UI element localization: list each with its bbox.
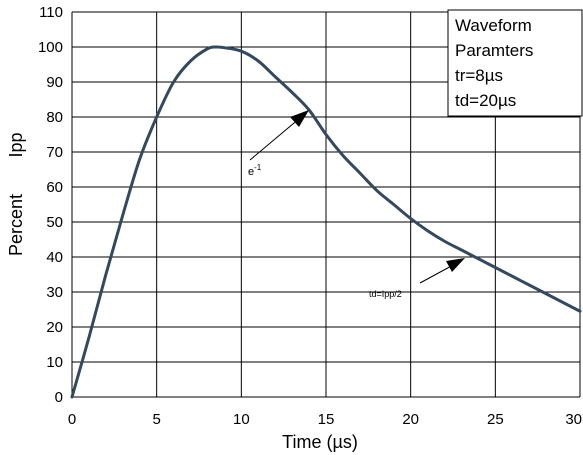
- annotation-td-arrow-head: [446, 258, 465, 272]
- y-tick-labels: 0 10 20 30 40 50 60 70 80 90 100 110: [38, 4, 63, 406]
- annotation-e-inverse: e-1: [248, 110, 309, 178]
- x-tick-label: 15: [318, 411, 335, 428]
- annotation-e-label: e-1: [248, 163, 262, 178]
- annotation-td: td=Ipp/2: [369, 258, 465, 299]
- y-tick-label: 10: [46, 354, 63, 371]
- y-axis-subtitle: Ipp: [6, 132, 26, 157]
- annotation-e-base: e: [248, 166, 254, 178]
- grid: [71, 11, 581, 398]
- legend-line-3: tr=8µs: [455, 66, 503, 85]
- annotation-e-arrow-head: [290, 110, 309, 127]
- annotation-e-arrow-line: [249, 117, 301, 161]
- x-axis-title: Time (µs): [282, 432, 358, 452]
- x-tick-label: 5: [152, 411, 160, 428]
- y-tick-label: 50: [46, 214, 63, 231]
- annotation-td-label: td=Ipp/2: [369, 289, 402, 299]
- y-tick-label: 30: [46, 284, 63, 301]
- y-tick-label: 20: [46, 319, 63, 336]
- annotation-e-superscript: -1: [254, 163, 262, 172]
- x-tick-label: 20: [402, 411, 419, 428]
- y-tick-label: 40: [46, 249, 63, 266]
- x-tick-label: 30: [565, 411, 582, 428]
- legend-line-4: td=20µs: [455, 91, 516, 110]
- y-tick-label: 80: [46, 109, 63, 126]
- y-tick-label: 110: [39, 4, 63, 21]
- legend: Waveform Paramters tr=8µs td=20µs: [447, 9, 583, 117]
- y-tick-label: 70: [46, 144, 63, 161]
- legend-line-1: Waveform: [455, 16, 532, 35]
- annotation-td-arrow-line: [419, 263, 456, 284]
- y-tick-label: 60: [46, 179, 63, 196]
- x-tick-label: 0: [68, 411, 76, 428]
- series-line: [70, 45, 582, 399]
- x-tick-label: 25: [487, 411, 504, 428]
- legend-box: [447, 9, 583, 117]
- legend-line-2: Paramters: [455, 41, 533, 60]
- x-tick-labels: 0 5 10 15 20 25 30: [68, 411, 582, 428]
- y-axis-title: Percent: [6, 194, 26, 256]
- x-tick-label: 10: [233, 411, 250, 428]
- y-tick-label: 100: [38, 39, 63, 56]
- y-tick-label: 0: [55, 389, 63, 406]
- y-tick-label: 90: [46, 74, 63, 91]
